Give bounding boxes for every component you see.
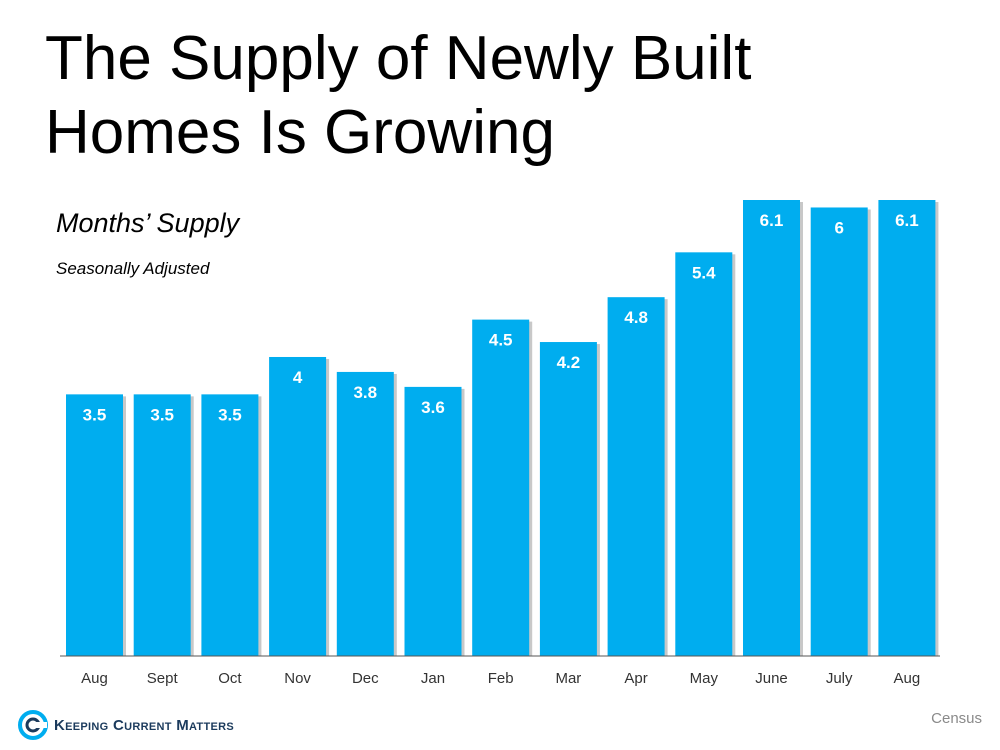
data-label-0: 3.5 xyxy=(83,405,107,424)
bar-4 xyxy=(336,371,394,656)
bar-10 xyxy=(743,200,800,656)
x-tick-label-2: Oct xyxy=(218,670,242,687)
chart-title: The Supply of Newly Built Homes Is Growi… xyxy=(45,24,752,167)
chart-subtitle: Months’ Supply xyxy=(56,208,240,238)
data-label-4: 3.8 xyxy=(353,383,377,402)
bar-chart: 3.5 Aug 3.5 Sept 3.5 Oct 4 Nov 3.8 Dec 3.6 Jan 4.5 Fe… xyxy=(60,200,940,687)
bar-5 xyxy=(404,386,462,656)
x-tick-label-10: June xyxy=(755,670,788,687)
data-label-9: 5.4 xyxy=(692,263,716,282)
x-tick-label-3: Nov xyxy=(284,670,311,687)
x-tick-label-8: Apr xyxy=(624,670,647,687)
x-tick-label-0: Aug xyxy=(81,670,108,687)
logo-text: Keeping Current Matters xyxy=(54,716,234,734)
x-tick-label-4: Dec xyxy=(352,670,379,687)
brand-logo: Keeping Current Matters xyxy=(18,710,234,740)
bar-3 xyxy=(269,356,327,656)
x-tick-label-6: Feb xyxy=(488,670,514,687)
bar-12 xyxy=(878,200,936,656)
source-label: Census xyxy=(931,710,982,727)
bar-0 xyxy=(66,394,123,656)
data-label-8: 4.8 xyxy=(624,308,648,327)
bar-7 xyxy=(539,342,597,656)
chart-note: Seasonally Adjusted xyxy=(56,259,210,278)
bar-8 xyxy=(607,297,665,656)
data-label-5: 3.6 xyxy=(421,398,445,417)
data-label-6: 4.5 xyxy=(489,331,513,350)
x-tick-label-7: Mar xyxy=(555,670,581,687)
bar-2 xyxy=(201,394,259,656)
bar-6 xyxy=(472,319,530,656)
bar-1 xyxy=(133,394,191,656)
data-label-7: 4.2 xyxy=(557,353,581,372)
bar-9 xyxy=(675,252,733,656)
x-tick-label-1: Sept xyxy=(147,670,179,687)
data-label-11: 6 xyxy=(834,218,843,237)
x-tick-label-9: May xyxy=(690,670,719,687)
x-tick-label-5: Jan xyxy=(421,670,445,687)
data-label-1: 3.5 xyxy=(150,405,174,424)
bar-11 xyxy=(810,207,868,656)
kcm-logo-icon xyxy=(18,710,48,740)
x-tick-label-11: July xyxy=(826,670,853,687)
data-label-2: 3.5 xyxy=(218,405,242,424)
x-tick-label-12: Aug xyxy=(894,670,921,687)
data-label-3: 4 xyxy=(293,368,303,387)
data-label-12: 6.1 xyxy=(895,211,919,230)
data-label-10: 6.1 xyxy=(760,211,784,230)
